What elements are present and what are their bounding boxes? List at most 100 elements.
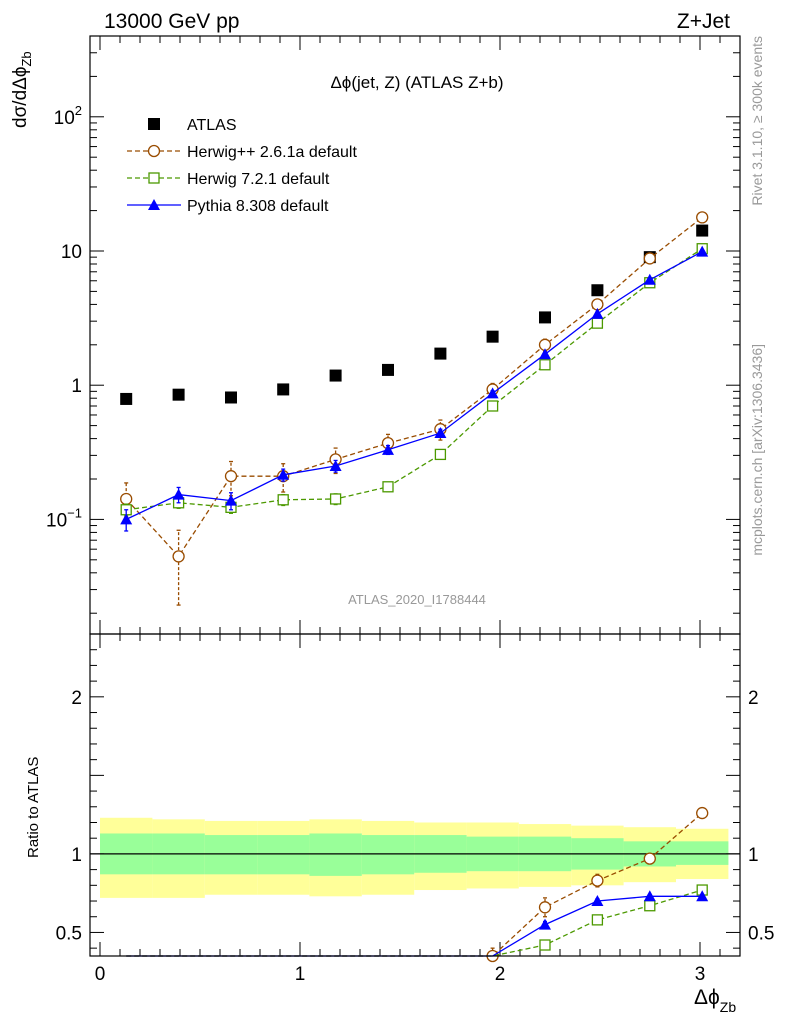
data-point-herwig7: [539, 359, 551, 371]
svg-text:ΔϕZb: ΔϕZb: [694, 986, 736, 1015]
data-point-atlas: [591, 284, 604, 297]
ratio-frame: [89, 633, 741, 957]
data-point-pythia: [696, 245, 709, 257]
x-tick-label: 0: [95, 964, 106, 985]
y-tick-label-right: 0.5: [748, 923, 774, 944]
uncertainty-band-inner: [204, 835, 258, 875]
x-tick-label: 3: [695, 964, 706, 985]
xlabel: ΔϕZb: [694, 986, 736, 1015]
main-ylabel-sub: Zb: [19, 51, 34, 66]
data-point-herwig7: [591, 317, 604, 329]
rivet-label: Rivet 3.1.10, ≥ 300k events: [749, 36, 765, 206]
data-point-herwigpp: [224, 470, 238, 483]
data-point-atlas: [696, 224, 709, 237]
y-tick-label-exp: −1: [67, 505, 82, 520]
watermark: ATLAS_2020_I1788444: [348, 592, 486, 607]
main-ylabel: dσ/dΔϕZb: [10, 51, 34, 128]
data-point-atlas: [539, 311, 551, 324]
mcplots-label: mcplots.cern.ch [arXiv:1306.3436]: [749, 344, 765, 556]
uncertainty-band-inner: [257, 835, 310, 875]
data-point-pythia: [382, 443, 394, 455]
data-point-herwig7: [434, 448, 447, 461]
ratio-ylabel: Ratio to ATLAS: [25, 757, 42, 858]
data-point-atlas: [329, 369, 342, 382]
legend-label-pythia: Pythia 8.308 default: [187, 198, 329, 215]
y-tick-label: 10−1: [46, 505, 82, 531]
y-tick-label: 102: [54, 103, 82, 129]
x-tick-label: 1: [295, 964, 306, 985]
data-point-herwig7: [486, 400, 499, 412]
series-line-herwig7: [126, 248, 703, 511]
ratio-panel: 0 1 2 3 0.5 0.5 1 1 2 2 Ratio to ATLAS ΔϕZb: [25, 633, 774, 1015]
data-point-herwigpp: [591, 874, 604, 887]
data-point-pythia: [434, 427, 447, 439]
uncertainty-band-inner: [361, 835, 415, 875]
y-tick-label-exp: 2: [75, 103, 82, 118]
data-point-herwig7: [591, 914, 604, 926]
y-tick-label: 10: [61, 242, 82, 263]
data-point-herwigpp: [120, 492, 133, 506]
y-tick-label: 1: [71, 376, 82, 397]
legend-marker-herwigpp: [147, 144, 161, 158]
legend-label-atlas: ATLAS: [187, 117, 237, 134]
uncertainty-band-inner: [309, 833, 362, 876]
data-point-herwigpp: [696, 211, 709, 224]
data-point-pythia: [277, 468, 290, 480]
y-tick-label-base: 10: [46, 510, 67, 531]
y-tick-label-left: 0.5: [56, 923, 82, 944]
x-tick-label: 2: [495, 964, 506, 985]
series-line-pythia: [125, 251, 703, 520]
data-point-atlas: [120, 392, 133, 405]
xlabel-sub: Zb: [720, 999, 737, 1015]
data-point-pythia: [643, 890, 656, 902]
svg-text:dσ/dΔϕZb: dσ/dΔϕZb: [10, 51, 34, 128]
y-tick-label-right: 2: [748, 688, 759, 709]
main-title: Δϕ(jet, Z) (ATLAS Z+b): [330, 73, 503, 92]
data-point-pythia: [696, 890, 709, 902]
legend-marker-pythia: [148, 199, 160, 210]
data-point-atlas: [277, 383, 290, 396]
data-point-atlas: [172, 388, 185, 401]
series-line-herwigpp: [125, 216, 703, 558]
data-point-pythia: [225, 494, 237, 506]
data-point-pythia: [539, 918, 551, 930]
data-point-pythia: [120, 513, 133, 525]
legend-marker-herwig7: [148, 172, 160, 184]
y-tick-label-left: 2: [71, 688, 82, 709]
header-right: Z+Jet: [677, 10, 730, 33]
data-point-herwigpp: [538, 901, 552, 914]
series-line-pythia: [126, 895, 703, 957]
data-point-herwig7: [277, 494, 289, 506]
data-point-pythia: [539, 348, 551, 360]
main-ylabel-text: dσ/dΔϕ: [10, 67, 31, 128]
y-tick-label-left: 1: [71, 845, 82, 866]
legend-label-herwig7: Herwig 7.2.1 default: [187, 171, 330, 188]
data-point-atlas: [225, 391, 237, 404]
xlabel-text: Δϕ: [694, 986, 720, 1009]
data-point-atlas: [486, 330, 499, 343]
data-point-pythia: [591, 307, 604, 319]
legend: ATLAS Herwig++ 2.6.1a default Herwig 7.2.1…: [127, 117, 357, 215]
y-tick-label-base: 10: [54, 108, 75, 129]
data-point-herwigpp: [643, 252, 656, 265]
data-point-pythia: [486, 387, 499, 399]
ratio-marks: 0 1 2 3 0.5 0.5 1 1 2 2: [56, 634, 774, 985]
legend-marker-atlas: [148, 118, 160, 130]
data-point-pythia: [591, 895, 604, 907]
data-point-herwig7: [329, 493, 342, 505]
legend-label-herwigpp: Herwig++ 2.6.1a default: [187, 144, 357, 161]
data-point-pythia: [172, 488, 185, 500]
y-tick-label-base: 1: [71, 376, 82, 397]
data-point-atlas: [434, 347, 447, 360]
data-point-herwigpp: [643, 852, 656, 865]
y-tick-label-base: 10: [61, 242, 82, 263]
header-left: 13000 GeV pp: [104, 10, 239, 33]
data-point-herwig7: [644, 900, 656, 912]
data-point-herwigpp: [696, 806, 709, 820]
data-point-herwig7: [382, 481, 394, 493]
uncertainty-band-inner: [676, 841, 729, 865]
data-point-herwigpp: [172, 550, 185, 563]
data-point-atlas: [382, 363, 394, 376]
